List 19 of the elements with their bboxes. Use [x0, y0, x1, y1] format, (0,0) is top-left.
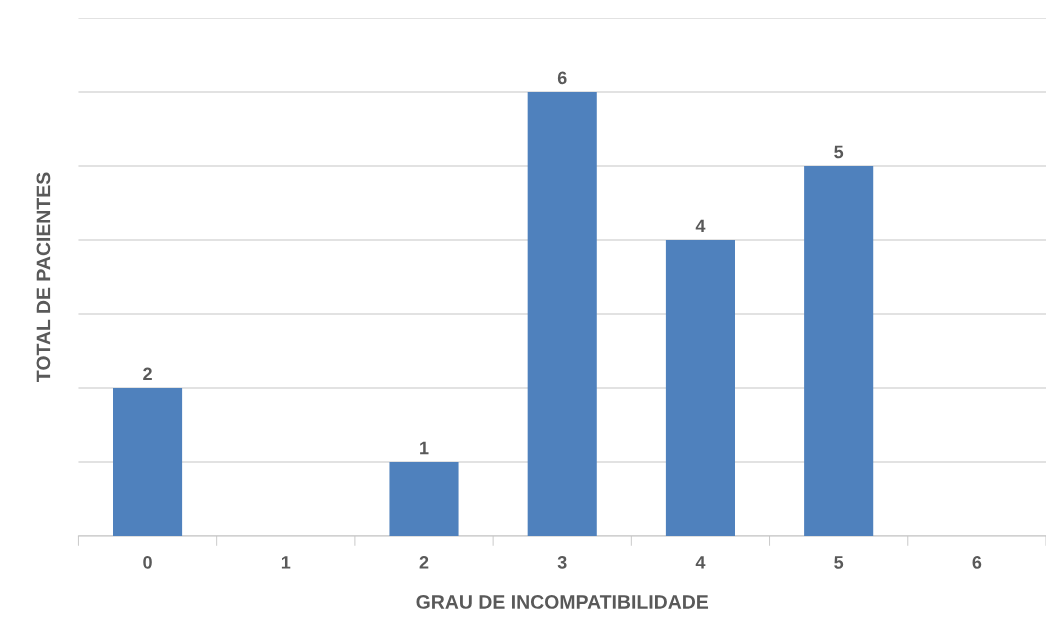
x-tick-label: 5 [834, 556, 844, 569]
data-label: 4 [695, 219, 706, 233]
bar [527, 91, 597, 537]
x-tick-label: 4 [695, 556, 706, 569]
y-axis-title: TOTAL DE PACIENTES [36, 172, 51, 382]
x-tick-label: 0 [143, 555, 152, 569]
data-label: 2 [143, 367, 152, 381]
bar [665, 240, 735, 537]
x-tick-label: 1 [281, 556, 291, 569]
x-axis-title: GRAU DE INCOMPATIBILIDADE [416, 595, 709, 609]
bar [389, 462, 459, 537]
data-label: 5 [834, 145, 844, 159]
data-label: 1 [420, 441, 429, 455]
x-tick-label: 2 [419, 555, 429, 569]
x-tick-label: 6 [972, 555, 982, 569]
bar [113, 388, 183, 537]
bar [804, 165, 874, 537]
data-label: 6 [557, 71, 567, 85]
x-tick-label: 3 [557, 555, 567, 569]
